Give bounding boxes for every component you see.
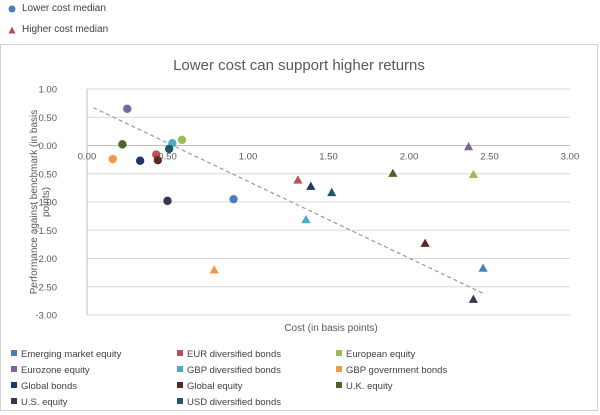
chart-title: Lower cost can support higher returns bbox=[173, 57, 425, 74]
legend-label-eurozone-equity: Eurozone equity bbox=[21, 365, 90, 376]
chart-area: Lower cost can support higher returns Co… bbox=[0, 44, 598, 411]
y-tick-label: -0.50 bbox=[35, 169, 57, 180]
y-tick-label: -2.00 bbox=[35, 254, 57, 265]
legend-swatch-eurozone-equity bbox=[11, 366, 17, 372]
point-lower-global-bonds bbox=[135, 156, 145, 165]
legend-swatch-eur-diversified-bonds bbox=[177, 350, 183, 356]
legend-swatch-emerging-market-equity bbox=[11, 350, 17, 356]
point-higher-usd-diversified-bonds bbox=[327, 187, 337, 197]
point-lower-u-k-equity bbox=[118, 140, 127, 149]
point-higher-u-k-equity bbox=[388, 168, 398, 177]
x-tick-label: 0.00 bbox=[78, 152, 97, 163]
point-lower-u-s-equity bbox=[163, 196, 172, 206]
point-higher-eurozone-equity bbox=[463, 142, 474, 151]
legend-label-usd-diversified-bonds: USD diversified bonds bbox=[187, 397, 281, 408]
point-higher-gbp-diversified-bonds bbox=[301, 214, 311, 224]
x-tick-label: 3.00 bbox=[561, 152, 580, 163]
x-tick-label: 0.50 bbox=[158, 152, 177, 163]
gridlines bbox=[87, 88, 570, 316]
point-lower-global-equity bbox=[153, 155, 163, 165]
y-tick-label: 0.00 bbox=[39, 141, 58, 152]
legend-label-emerging-market-equity: Emerging market equity bbox=[21, 349, 122, 360]
legend-swatch-u-k-equity bbox=[336, 382, 342, 388]
y-tick-label: -2.50 bbox=[35, 282, 57, 293]
legend-swatch-european-equity bbox=[336, 350, 342, 356]
y-tick-label: 1.00 bbox=[39, 85, 58, 96]
legend-swatch-global-bonds bbox=[11, 382, 17, 388]
x-axis-title: Cost (in basis points) bbox=[284, 323, 377, 334]
y-tick-label: -1.50 bbox=[35, 226, 57, 237]
point-lower-usd-diversified-bonds bbox=[164, 144, 174, 154]
point-higher-gbp-government-bonds bbox=[209, 265, 219, 274]
legend-higher-label: Higher cost median bbox=[22, 24, 109, 35]
x-tick-label: 2.50 bbox=[480, 152, 499, 163]
chart-text: Lower cost can support higher returns Co… bbox=[29, 57, 579, 334]
point-lower-gbp-government-bonds bbox=[108, 154, 117, 164]
legend-swatch-u-s-equity bbox=[11, 398, 17, 404]
circle-marker-icon bbox=[8, 5, 16, 12]
y-axis-title: Performance against benchmark (in basisp… bbox=[29, 110, 52, 295]
point-higher-global-bonds bbox=[306, 181, 316, 190]
legend-label-u-k-equity: U.K. equity bbox=[346, 381, 393, 392]
y-tick-label: 0.50 bbox=[39, 113, 58, 124]
point-lower-eurozone-equity bbox=[123, 104, 132, 113]
y-axis-title-line: points) bbox=[41, 187, 52, 217]
point-lower-emerging-market-equity bbox=[229, 194, 238, 204]
series-legend: Emerging market equity EUR diversified bo… bbox=[11, 349, 447, 408]
y-axis-title-line: Performance against benchmark (in basis bbox=[29, 110, 40, 295]
legend-label-u-s-equity: U.S. equity bbox=[21, 397, 68, 408]
trendline bbox=[93, 107, 485, 295]
legend-higher-cost-median: Higher cost median bbox=[8, 24, 108, 35]
point-lower-european-equity bbox=[177, 135, 187, 145]
legend-label-gbp-government-bonds: GBP government bonds bbox=[346, 365, 447, 376]
legend-lower-label: Lower cost median bbox=[22, 3, 106, 14]
scatter-chart: Lower cost can support higher returns Co… bbox=[11, 57, 579, 408]
legend-label-gbp-diversified-bonds: GBP diversified bonds bbox=[187, 365, 281, 376]
point-higher-global-equity bbox=[420, 238, 430, 247]
legend-swatch-gbp-government-bonds bbox=[336, 366, 342, 372]
point-higher-u-s-equity bbox=[468, 294, 478, 303]
legend-swatch-usd-diversified-bonds bbox=[177, 398, 183, 404]
x-tick-label: 2.00 bbox=[400, 152, 419, 163]
legend-swatch-gbp-diversified-bonds bbox=[177, 366, 183, 372]
legend-label-eur-diversified-bonds: EUR diversified bonds bbox=[187, 349, 281, 360]
triangle-marker-icon bbox=[8, 26, 16, 33]
point-higher-eur-diversified-bonds bbox=[293, 175, 303, 184]
legend-label-european-equity: European equity bbox=[346, 349, 415, 360]
legend-swatch-global-equity bbox=[177, 382, 183, 388]
y-tick-label: -1.00 bbox=[35, 198, 57, 209]
legend-label-global-bonds: Global bonds bbox=[21, 381, 77, 392]
x-tick-label: 1.50 bbox=[319, 152, 338, 163]
legend-label-global-equity: Global equity bbox=[187, 381, 243, 392]
x-tick-label: 1.00 bbox=[239, 152, 258, 163]
y-tick-label: -3.00 bbox=[35, 311, 57, 322]
point-higher-emerging-market-equity bbox=[478, 263, 488, 272]
data-points bbox=[108, 104, 488, 303]
trendline-layer bbox=[93, 107, 485, 295]
point-higher-european-equity bbox=[468, 169, 478, 178]
legend-lower-cost-median: Lower cost median bbox=[8, 3, 106, 14]
